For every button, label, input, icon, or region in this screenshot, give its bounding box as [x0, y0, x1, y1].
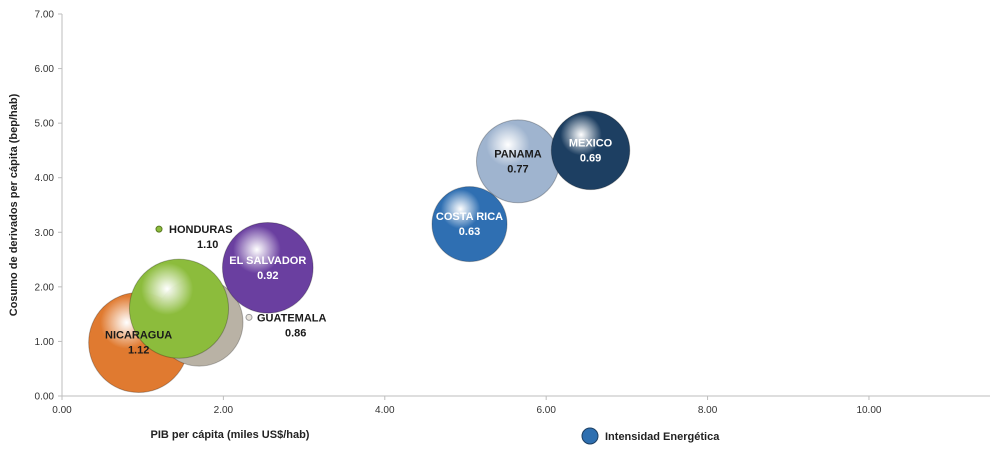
y-tick-label: 5.00 [35, 119, 55, 130]
x-tick-label: 8.00 [698, 405, 718, 416]
y-tick-label: 4.00 [35, 173, 55, 184]
legend-label: Intensidad Energética [605, 431, 720, 443]
y-tick-label: 1.00 [35, 337, 55, 348]
bubble-label-value: 0.63 [459, 226, 480, 238]
bubble-label-value: 1.10 [197, 239, 218, 251]
bubble-mexico [550, 110, 631, 191]
bubble-label-value: 0.86 [285, 327, 306, 339]
bubble-label-name: GUATEMALA [257, 312, 327, 324]
x-tick-label: 10.00 [856, 405, 881, 416]
bubble-labels: NICARAGUA 1.12 GUATEMALA 0.86 HONDURAS 1.10 EL… [105, 137, 613, 356]
bubble-label-name: COSTA RICA [436, 211, 503, 223]
bubble-el-salvador [221, 221, 314, 314]
y-tick-label: 3.00 [35, 228, 55, 239]
bubble-series [88, 110, 631, 394]
bubble-panama [475, 119, 560, 204]
y-tick-label: 2.00 [35, 282, 55, 293]
x-tick-label: 6.00 [536, 405, 556, 416]
x-tick-label: 4.00 [375, 405, 395, 416]
bubble-label-value: 0.69 [580, 152, 601, 164]
bubble-honduras [128, 258, 230, 359]
bubble-label-name: HONDURAS [169, 224, 233, 236]
legend-marker-icon [581, 427, 599, 445]
bubble-label-name: PANAMA [494, 148, 542, 160]
bubble-label-name: EL SALVADOR [229, 255, 306, 267]
bubble-costa-rica [431, 186, 508, 263]
honduras-marker-dot [155, 225, 163, 233]
y-tick-label: 7.00 [35, 10, 55, 21]
bubble-label-value: 0.92 [257, 270, 278, 282]
bubble-label-value: 0.77 [507, 163, 528, 175]
x-tick-label: 0.00 [52, 405, 72, 416]
bubble-label-name: MEXICO [569, 137, 613, 149]
y-tick-label: 0.00 [35, 392, 55, 403]
bubble-label-value: 1.12 [128, 345, 149, 357]
axes: 0.00 1.00 2.00 3.00 4.00 5.00 6.00 7.00 0.00 2.00… [35, 10, 990, 416]
guatemala-marker-dot [245, 313, 253, 321]
x-tick-label: 2.00 [214, 405, 234, 416]
x-axis-title: PIB per cápita (miles US$/hab) [151, 429, 310, 441]
y-tick-label: 6.00 [35, 64, 55, 75]
bubble-label-name: NICARAGUA [105, 330, 172, 342]
y-axis-title: Cosumo de derivados per cápita (bep/hab) [8, 93, 20, 316]
legend: Intensidad Energética [581, 427, 720, 445]
